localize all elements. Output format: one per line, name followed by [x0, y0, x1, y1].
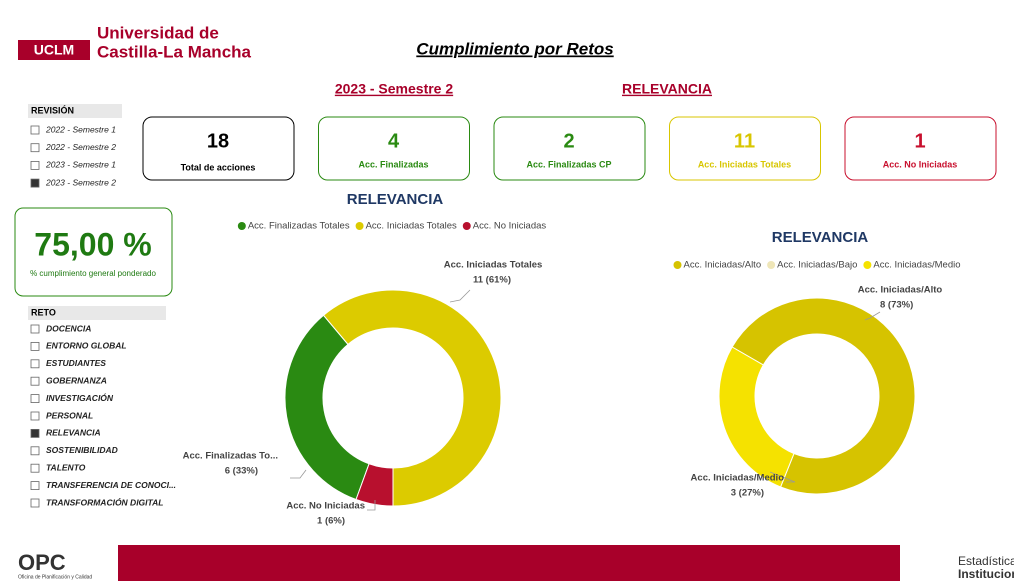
footer-caption: Oficina de Planificación y Calidad: [18, 574, 92, 580]
university: Universidad de: [97, 23, 219, 42]
leader-line: [449, 289, 471, 303]
donut-slice: [718, 346, 795, 488]
legend-dot: [355, 222, 364, 230]
filter-item: GOBERNANZA: [46, 375, 107, 385]
kpi-card: [669, 116, 821, 181]
legend-label: Acc. Iniciadas Totales: [366, 221, 457, 232]
filter-item: ENTORNO GLOBAL: [46, 341, 127, 351]
kpi-card: [142, 116, 295, 181]
challenge: RELEVANCIA: [622, 81, 712, 97]
checkbox: [30, 125, 40, 135]
legend-label: Acc. Iniciadas/Bajo: [777, 260, 857, 271]
kpi-card: [844, 116, 997, 181]
checkbox: [30, 143, 40, 153]
legend-label: Acc. No Iniciadas: [473, 221, 547, 232]
data-label: 1 (6%): [317, 516, 345, 527]
checkbox: [30, 481, 40, 491]
data-label: 6 (33%): [225, 466, 258, 477]
filter-item: RELEVANCIA: [46, 428, 101, 438]
filter-item: SOSTENIBILIDAD: [46, 445, 118, 455]
kpi-value: 1: [914, 130, 925, 152]
kpi-value: 4: [388, 130, 400, 152]
overall-label: % cumplimiento general ponderado: [30, 269, 156, 278]
legend-dot: [237, 222, 246, 230]
kpi-card: [318, 116, 470, 181]
filter-title: RETO: [31, 307, 56, 317]
leader-line: [367, 500, 376, 511]
filter-item: 2023 - Semestre 1: [45, 160, 116, 170]
kpi-value: 18: [207, 130, 229, 152]
filter-item: INVESTIGACIÓN: [46, 392, 114, 403]
legend-label: Acc. Iniciadas/Alto: [683, 260, 761, 271]
leader-line: [290, 469, 307, 479]
filter-item: TALENTO: [46, 462, 86, 472]
checkbox: [30, 324, 40, 334]
donut-slice: [322, 289, 502, 507]
checkbox: [30, 359, 40, 369]
legend-dot: [462, 222, 471, 230]
donut-slice: [284, 314, 370, 501]
kpi-card: [493, 116, 646, 181]
filter-header: [28, 104, 122, 118]
filter-item: PERSONAL: [46, 410, 93, 420]
legend-label: Acc. Finalizadas Totales: [248, 221, 350, 232]
logo-box: [18, 40, 90, 60]
filter-item: 2022 - Semestre 2: [45, 142, 116, 152]
donut-slice: [355, 463, 394, 507]
data-label: 3 (27%): [731, 488, 764, 499]
overall-value: 75,00 %: [34, 226, 151, 262]
checkbox: [30, 498, 40, 508]
data-label: 8 (73%): [880, 300, 913, 311]
data-label-name: Acc. Iniciadas/Medio: [691, 473, 785, 484]
data-label: 11 (61%): [473, 275, 511, 286]
kpi-label: Acc. Iniciadas Totales: [698, 159, 791, 169]
checkbox: [30, 178, 40, 188]
checkbox: [30, 411, 40, 421]
filter-item: 2023 - Semestre 2: [45, 177, 116, 187]
legend-label: Acc. Iniciadas/Medio: [873, 260, 960, 271]
kpi-label: Acc. Finalizadas CP: [526, 159, 611, 169]
footer-bar: [118, 545, 900, 581]
filter-title: REVISIÓN: [31, 104, 74, 115]
chart-title: RELEVANCIA: [347, 191, 444, 208]
university: Castilla-La Mancha: [97, 42, 252, 61]
footer-text: Institucional: [958, 567, 1014, 581]
filter-item: 2022 - Semestre 1: [45, 124, 116, 134]
data-label-name: Acc. No Iniciadas: [286, 501, 365, 512]
period: 2023 - Semestre 2: [335, 81, 454, 97]
filter-item: ESTUDIANTES: [46, 358, 106, 368]
kpi-label: Total de acciones: [181, 162, 256, 172]
donut-slice: [731, 297, 916, 495]
checkbox: [30, 394, 40, 404]
page-title: Cumplimiento por Retos: [416, 39, 613, 58]
filter-item: TRANSFORMACIÓN DIGITAL: [46, 496, 163, 507]
footer-logo: OPC: [18, 550, 66, 575]
data-label-name: Acc. Iniciadas/Alto: [858, 285, 943, 296]
filter-header: [28, 306, 166, 320]
kpi-label: Acc. No Iniciadas: [883, 159, 958, 169]
kpi-value: 2: [563, 130, 574, 152]
logo: UCLM: [34, 42, 74, 58]
kpi-value: 11: [734, 130, 755, 152]
overall-card: [14, 207, 173, 297]
kpi-label: Acc. Finalizadas: [358, 159, 428, 169]
checkbox: [30, 376, 40, 386]
footer-text: Estadística: [958, 554, 1014, 568]
legend-dot: [863, 261, 872, 269]
checkbox: [30, 160, 40, 170]
checkbox: [30, 341, 40, 351]
filter-item: TRANSFERENCIA DE CONOCI...: [46, 480, 176, 490]
leader-line: [769, 471, 796, 483]
legend-dot: [673, 261, 682, 269]
checkbox: [30, 463, 40, 473]
chart-title: RELEVANCIA: [772, 229, 869, 246]
filter-item: DOCENCIA: [46, 323, 91, 333]
data-label-name: Acc. Iniciadas Totales: [444, 260, 543, 271]
legend-dot: [767, 261, 776, 269]
checkbox: [30, 428, 40, 438]
leader-line: [864, 311, 881, 321]
checkbox: [30, 446, 40, 456]
data-label-name: Acc. Finalizadas To...: [183, 451, 278, 462]
